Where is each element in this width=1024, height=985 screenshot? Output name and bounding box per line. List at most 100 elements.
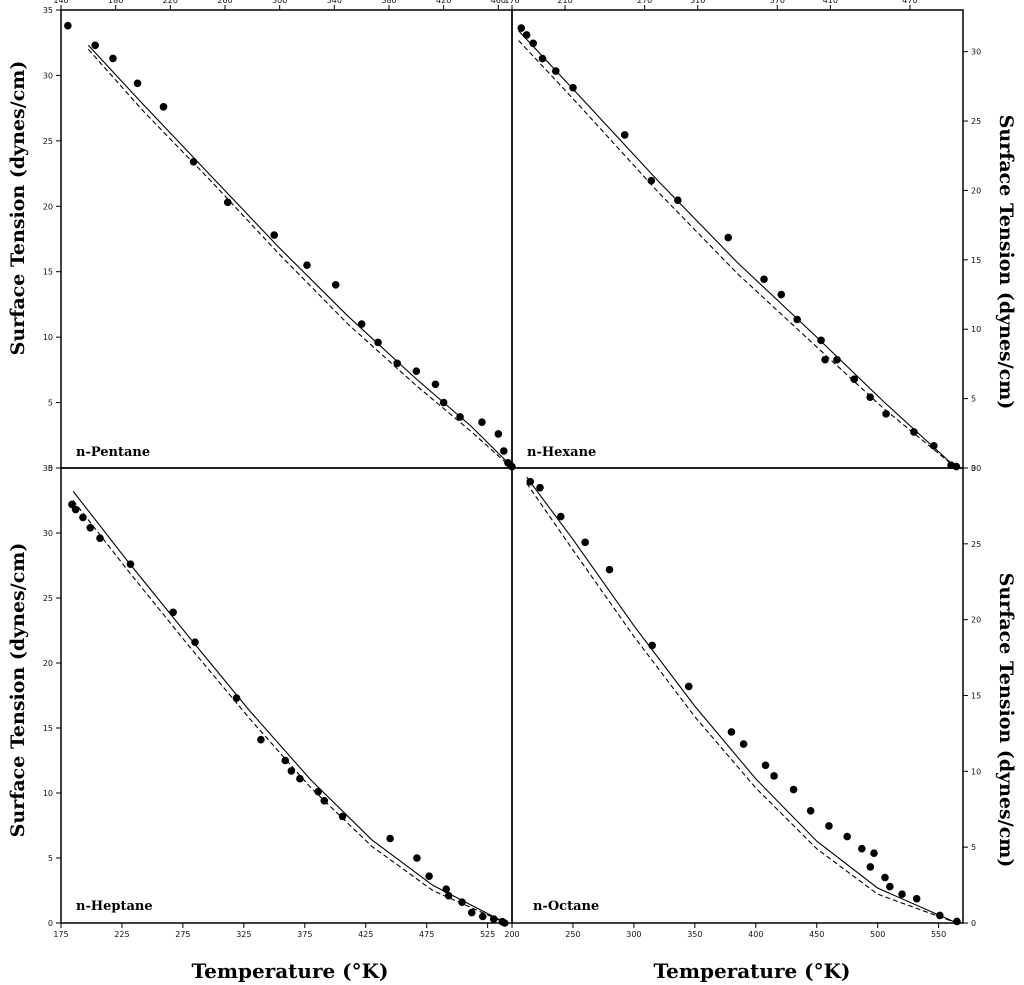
data-point bbox=[620, 131, 629, 139]
y-tick-label: 5 bbox=[971, 395, 976, 404]
data-point bbox=[930, 441, 938, 450]
data-point bbox=[478, 912, 487, 921]
data-point bbox=[64, 21, 72, 30]
data-point bbox=[71, 505, 80, 514]
data-point bbox=[109, 54, 117, 63]
dashed-fit-line bbox=[87, 48, 513, 469]
data-point bbox=[882, 410, 890, 418]
y-tick-label: 35 bbox=[43, 6, 53, 15]
data-point bbox=[866, 863, 875, 871]
data-point bbox=[821, 355, 829, 364]
data-point bbox=[223, 198, 232, 207]
y-tick-label: 10 bbox=[971, 767, 981, 776]
data-point bbox=[870, 849, 878, 858]
y-tick-label: 5 bbox=[971, 843, 976, 852]
data-point bbox=[425, 872, 433, 880]
data-point bbox=[517, 24, 526, 32]
data-point bbox=[825, 822, 833, 830]
data-point bbox=[881, 873, 889, 882]
panel-n-pentane: 140 180 220 260 300 340 380 420 460 0 5 10 15 20 25 30 3… bbox=[43, 0, 516, 473]
data-point bbox=[761, 761, 770, 770]
panel-frame bbox=[511, 467, 964, 924]
x-tick-label: 500 bbox=[870, 930, 885, 939]
data-point bbox=[412, 367, 421, 375]
data-point bbox=[647, 176, 656, 185]
data-point bbox=[91, 41, 99, 50]
y-tick-label: 15 bbox=[971, 692, 981, 701]
solid-fit-line bbox=[72, 491, 507, 924]
y-tick-label: 5 bbox=[48, 854, 53, 863]
x-tick-label: 450 bbox=[809, 930, 824, 939]
x-tick-label: 275 bbox=[175, 930, 190, 939]
y-tick-label: 0 bbox=[971, 919, 976, 928]
data-point bbox=[257, 735, 265, 744]
y-tick-label: 5 bbox=[48, 399, 53, 408]
y-tick-label: 10 bbox=[971, 325, 981, 334]
x-tick-label: 220 bbox=[163, 0, 178, 5]
data-point bbox=[522, 31, 531, 39]
data-point bbox=[866, 393, 874, 402]
left-y-axis-title-bottom: Surface Tension (dynes/cm) bbox=[7, 543, 29, 838]
y-tick-label: 0 bbox=[48, 464, 53, 473]
data-point bbox=[500, 447, 508, 455]
right-y-axis-title-top: Surface Tension (dynes/cm) bbox=[995, 115, 1017, 410]
y-tick-label: 15 bbox=[43, 268, 53, 277]
data-point bbox=[850, 375, 859, 383]
x-tick-label: 340 bbox=[327, 0, 342, 5]
data-point bbox=[843, 832, 852, 841]
x-tick-label: 300 bbox=[272, 0, 287, 5]
y-tick-label: 15 bbox=[43, 724, 53, 733]
data-point bbox=[374, 338, 382, 347]
panel-n-heptane: 175 225 275 325 375 425 475 525 0 5 10 15 20 25 30 35 n… bbox=[43, 464, 513, 939]
data-point bbox=[777, 290, 786, 299]
data-point bbox=[953, 917, 961, 926]
data-point bbox=[727, 728, 736, 736]
data-point bbox=[898, 890, 906, 898]
data-point bbox=[296, 774, 304, 783]
x-tick-label: 140 bbox=[53, 0, 68, 5]
x-tick-label: 380 bbox=[381, 0, 396, 5]
x-tick-label: 350 bbox=[687, 930, 702, 939]
panel-label: n-Octane bbox=[533, 899, 599, 914]
data-point bbox=[724, 233, 733, 242]
x-tick-label: 310 bbox=[690, 0, 705, 5]
data-point bbox=[281, 756, 290, 765]
data-point bbox=[684, 682, 693, 691]
y-tick-label: 20 bbox=[43, 659, 53, 668]
y-tick-label: 30 bbox=[971, 464, 981, 473]
y-tick-label: 20 bbox=[43, 202, 53, 211]
x-tick-label: 200 bbox=[504, 930, 519, 939]
x-tick-label: 250 bbox=[565, 930, 580, 939]
data-point bbox=[536, 483, 544, 492]
y-tick-label: 30 bbox=[43, 71, 53, 80]
data-point bbox=[133, 79, 142, 88]
data-point bbox=[431, 380, 440, 389]
data-point bbox=[393, 359, 402, 368]
y-tick-label: 25 bbox=[43, 594, 53, 603]
data-point bbox=[605, 565, 614, 574]
left-y-axis-title-top: Surface Tension (dynes/cm) bbox=[7, 61, 29, 356]
data-point bbox=[287, 767, 296, 775]
panel-n-octane: 200 250 300 350 400 450 500 550 0 5 10 15 20 25 30 n-O… bbox=[504, 464, 981, 939]
data-point bbox=[86, 524, 95, 532]
panel-frame bbox=[511, 9, 964, 469]
panel-label: n-Heptane bbox=[76, 899, 153, 914]
data-point bbox=[760, 275, 768, 284]
data-point bbox=[858, 844, 866, 853]
panel-frame bbox=[60, 467, 513, 924]
data-point bbox=[770, 772, 778, 780]
solid-fit-line bbox=[87, 44, 513, 468]
x-tick-label: 400 bbox=[748, 930, 763, 939]
solid-fit-line bbox=[518, 30, 957, 469]
data-point bbox=[806, 806, 815, 815]
data-point bbox=[739, 740, 748, 748]
data-point bbox=[556, 512, 565, 521]
data-point bbox=[303, 261, 311, 269]
x-tick-label: 425 bbox=[358, 930, 373, 939]
data-point bbox=[817, 336, 825, 345]
data-point bbox=[191, 638, 199, 646]
dashed-fit-line bbox=[526, 482, 958, 924]
y-tick-label: 15 bbox=[971, 256, 981, 265]
data-point bbox=[581, 538, 589, 547]
